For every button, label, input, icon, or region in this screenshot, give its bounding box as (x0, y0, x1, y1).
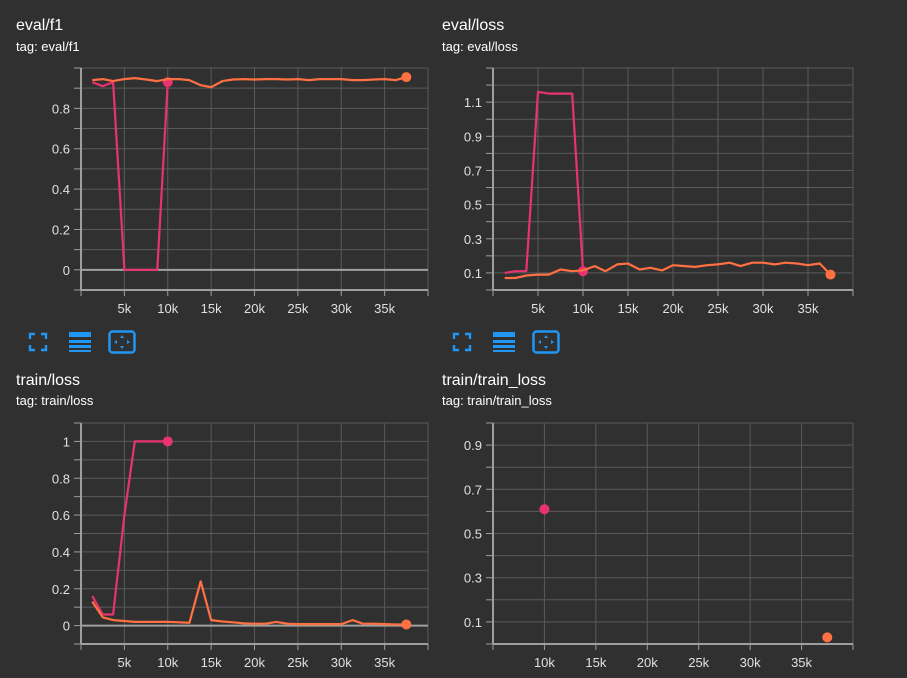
series-run-1 (91, 77, 173, 271)
y-tick-label: 0 (63, 263, 70, 278)
y-tick-label: 0.4 (52, 182, 70, 197)
y-tick-label: 0.5 (464, 527, 482, 542)
x-tick-label: 30k (331, 655, 352, 670)
x-tick-label: 25k (688, 655, 709, 670)
x-tick-label: 15k (618, 301, 639, 316)
y-tick-label: 0.8 (52, 471, 70, 486)
x-tick-label: 20k (637, 655, 658, 670)
x-tick-label: 35k (791, 655, 812, 670)
toggle-log-scale-button[interactable] (490, 330, 518, 354)
series-run-2 (91, 580, 412, 630)
x-tick-label: 15k (201, 301, 222, 316)
y-tick-label: 0.9 (464, 129, 482, 144)
fit-domain-button[interactable] (532, 330, 560, 354)
x-tick-label: 25k (708, 301, 729, 316)
series-run-1 (91, 436, 173, 616)
y-tick-label: 0.6 (52, 142, 70, 157)
chart-card-eval-loss: eval/loss tag: eval/loss 5k 10k 15k 20k 25k 3… (440, 0, 907, 360)
series-run-1 (539, 504, 550, 515)
last-point-marker (401, 72, 412, 83)
y-tick-label: 0.9 (464, 438, 482, 453)
x-tick-label: 35k (798, 301, 819, 316)
x-tick-label: 15k (201, 655, 222, 670)
last-point-marker (401, 619, 412, 630)
y-tick-label: 0.3 (464, 571, 482, 586)
x-tick-label: 25k (287, 655, 308, 670)
chart-tag: tag: eval/loss (442, 39, 518, 54)
chart-title: train/train_loss (442, 372, 547, 389)
series-run-2 (504, 261, 836, 280)
chart-plot[interactable]: 5k 10k 15k 20k 25k 30k 35k 0.1 0.3 0.5 0.7 0.9 1.1 (440, 0, 907, 320)
chart-card-eval-f1: eval/f1 tag: eval/f1 5k 10k 15k 20k 25k 30k 35… (0, 0, 440, 360)
series-run-2 (822, 632, 833, 643)
y-tick-label: 0.2 (52, 582, 70, 597)
fullscreen-button[interactable] (448, 330, 476, 354)
grid: 5k 10k 15k 20k 25k 30k 35k 0.1 0.3 0.5 0.7 0.9 1.1 (464, 67, 854, 316)
x-tick-label: 10k (157, 655, 178, 670)
last-point-marker (539, 504, 550, 515)
y-tick-label: 0.1 (464, 266, 482, 281)
x-tick-label: 35k (374, 301, 395, 316)
grid: 10k 15k 20k 25k 30k 35k 0.1 0.3 0.5 0.7 0.9 (464, 422, 854, 670)
chart-title: eval/loss (442, 17, 505, 34)
chart-plot[interactable]: 10k 15k 20k 25k 30k 35k 0.1 0.3 0.5 0.7 0.9 (440, 360, 907, 678)
x-tick-label: 25k (287, 301, 308, 316)
x-tick-label: 10k (157, 301, 178, 316)
y-tick-label: 0.4 (52, 545, 70, 560)
x-tick-label: 30k (753, 301, 774, 316)
chart-title: train/loss (16, 372, 81, 389)
x-tick-label: 10k (534, 655, 555, 670)
last-point-marker (162, 436, 173, 447)
y-tick-label: 0 (63, 619, 70, 634)
chart-toolbar (448, 330, 560, 354)
chart-toolbar (24, 330, 136, 354)
y-tick-label: 0.2 (52, 222, 70, 237)
y-tick-label: 0.5 (464, 198, 482, 213)
fullscreen-button[interactable] (24, 330, 52, 354)
chart-tag: tag: train/loss (16, 393, 94, 408)
x-tick-label: 5k (118, 655, 132, 670)
y-tick-label: 0.1 (464, 615, 482, 630)
y-tick-label: 0.8 (52, 101, 70, 116)
y-tick-label: 0.7 (464, 163, 482, 178)
x-tick-label: 20k (663, 301, 684, 316)
chart-plot[interactable]: 5k 10k 15k 20k 25k 30k 35k 0 0.2 0.4 0.6 0.8 (0, 0, 440, 320)
x-tick-label: 30k (331, 301, 352, 316)
toggle-log-scale-button[interactable] (66, 330, 94, 354)
x-tick-label: 15k (585, 655, 606, 670)
toggle-log-scale-icon (69, 332, 91, 352)
y-tick-label: 1 (63, 434, 70, 449)
grid: 5k 10k 15k 20k 25k 30k 35k 0 0.2 0.4 0.6 0.8 (52, 67, 429, 316)
y-tick-label: 1.1 (464, 95, 482, 110)
chart-card-train-loss: train/loss tag: train/loss 5k 10k 15k 20k 25… (0, 360, 440, 678)
x-tick-label: 10k (573, 301, 594, 316)
toggle-log-scale-icon (493, 332, 515, 352)
chart-card-train-train-loss: train/train_loss tag: train/train_loss 1… (440, 360, 907, 678)
x-tick-label: 20k (244, 301, 265, 316)
chart-tag: tag: eval/f1 (16, 39, 80, 54)
fullscreen-icon (28, 332, 48, 352)
fit-domain-button[interactable] (108, 330, 136, 354)
x-tick-label: 5k (531, 301, 545, 316)
x-tick-label: 5k (118, 301, 132, 316)
y-tick-label: 0.3 (464, 232, 482, 247)
x-tick-label: 35k (374, 655, 395, 670)
chart-title: eval/f1 (16, 17, 64, 34)
fit-domain-icon (532, 330, 560, 354)
x-tick-label: 30k (740, 655, 761, 670)
chart-tag: tag: train/train_loss (442, 393, 552, 408)
x-tick-label: 20k (244, 655, 265, 670)
series-run-2 (92, 72, 412, 89)
last-point-marker (825, 269, 836, 280)
fit-domain-icon (108, 330, 136, 354)
y-tick-label: 0.6 (52, 508, 70, 523)
grid: 5k 10k 15k 20k 25k 30k 35k 0 0.2 0.4 0.6 0.8 1 (52, 422, 429, 670)
y-tick-label: 0.7 (464, 482, 482, 497)
chart-plot[interactable]: 5k 10k 15k 20k 25k 30k 35k 0 0.2 0.4 0.6 0.8 1 (0, 360, 440, 678)
fullscreen-icon (452, 332, 472, 352)
last-point-marker (822, 632, 833, 643)
